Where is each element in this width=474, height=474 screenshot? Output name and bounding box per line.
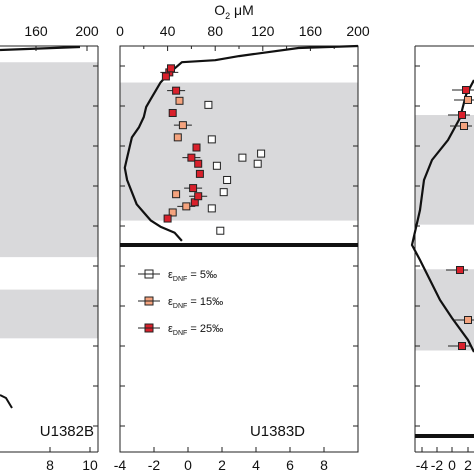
right-bottom-tick-label: -4	[416, 457, 429, 473]
legend-symbol-25: ε	[168, 323, 173, 335]
left-shaded-band-bottom	[0, 289, 98, 339]
left-bottom-tick-label: 8	[46, 457, 54, 473]
center-top-tick-label: 200	[346, 23, 370, 39]
top-axis-title-sub: 2	[225, 11, 230, 21]
center-data-point	[194, 159, 203, 168]
right-bottom-tick-label: -2	[431, 457, 444, 473]
center-top-tick-label: 0	[116, 23, 124, 39]
center-data-point	[219, 188, 228, 197]
center-top-tick-label: 40	[160, 23, 176, 39]
legend-label-5: εDNF = 5‰	[168, 269, 217, 283]
center-bottom-tick-label: 8	[320, 457, 328, 473]
top-axis-title: O2 μM	[214, 2, 254, 21]
left-shaded-band-top	[0, 62, 98, 258]
center-data-point	[253, 159, 262, 168]
center-top-tick-label: 120	[251, 23, 275, 39]
center-bottom-tick-label: 0	[184, 457, 192, 473]
center-data-point	[161, 72, 170, 81]
center-data-point	[257, 149, 266, 158]
legend-label-15: εDNF = 15‰	[168, 296, 223, 310]
center-data-point	[163, 214, 172, 223]
left-o2-profile-line	[0, 45, 81, 52]
top-axis-title-unit: μM	[230, 2, 254, 18]
legend-text-25: = 25‰	[187, 323, 223, 335]
left-top-tick-label: 160	[24, 23, 48, 39]
left-o2-profile-line-lower	[0, 394, 13, 409]
center-data-point	[212, 161, 221, 170]
center-bottom-tick-label: -4	[114, 457, 127, 473]
center-data-point	[175, 96, 184, 105]
site-label-center: U1383D	[250, 423, 305, 440]
legend-symbol-5: ε	[168, 269, 173, 281]
center-top-tick-label: 80	[207, 23, 223, 39]
center-data-point	[194, 192, 203, 201]
right-shaded-band-top	[415, 115, 474, 225]
left-top-tick-label: 200	[75, 23, 99, 39]
center-bottom-tick-label: 2	[218, 457, 226, 473]
center-bottom-tick-label: 6	[286, 457, 294, 473]
site-label-left: U1382B	[40, 423, 94, 440]
right-data-point	[458, 342, 466, 350]
right-data-point	[460, 122, 468, 130]
center-data-point	[167, 64, 175, 73]
center-shaded-band	[120, 82, 358, 221]
center-top-tick-label: 160	[299, 23, 323, 39]
center-data-point	[238, 153, 247, 162]
center-data-point	[207, 204, 216, 213]
right-data-point	[464, 96, 472, 104]
right-data-point	[458, 111, 466, 119]
center-data-point	[223, 175, 232, 184]
center-data-point	[182, 202, 191, 211]
right-bottom-tick-label: 2	[464, 457, 472, 473]
left-panel: 160 200 8 10	[0, 23, 99, 473]
legend-sub-15: DNF	[173, 303, 187, 310]
legend: εDNF = 5‰ εDNF = 15‰ εDNF = 25‰	[138, 269, 223, 337]
center-bottom-tick-label: 4	[252, 457, 260, 473]
center-data-point	[178, 121, 187, 130]
center-panel: 0 40 80 120 160 200 -2 0 2 4 6 8 -4	[114, 23, 370, 473]
right-shaded-band-bottom	[415, 269, 474, 351]
center-data-point	[168, 108, 177, 117]
center-data-point	[204, 100, 213, 109]
legend-symbol-15: ε	[168, 296, 173, 308]
left-bottom-tick-label: 10	[82, 457, 98, 473]
center-data-point	[172, 86, 181, 95]
right-o2-profile-line	[410, 79, 474, 353]
center-data-point	[195, 169, 204, 178]
legend-text-15: = 15‰	[187, 296, 223, 308]
center-data-point	[189, 184, 198, 193]
legend-text-5: = 5‰	[187, 269, 217, 281]
right-bottom-tick-label: 0	[448, 457, 456, 473]
center-data-point	[172, 190, 181, 199]
center-data-point	[192, 143, 201, 152]
legend-sub-5: DNF	[173, 276, 187, 283]
center-bottom-tick-label: -2	[148, 457, 161, 473]
right-panel: -4 -2 0 2	[410, 45, 474, 473]
center-data-point	[173, 133, 182, 142]
top-axis-title-main: O	[214, 2, 225, 18]
center-data-point	[187, 153, 196, 162]
center-data-point	[216, 226, 225, 235]
right-data-point	[464, 316, 472, 324]
legend-label-25: εDNF = 25‰	[168, 323, 223, 337]
center-data-point	[168, 208, 177, 217]
right-data-point	[462, 86, 470, 94]
legend-sub-25: DNF	[173, 330, 187, 337]
right-data-point	[456, 266, 464, 274]
center-data-point	[207, 135, 216, 144]
center-o2-profile-line	[123, 44, 359, 242]
